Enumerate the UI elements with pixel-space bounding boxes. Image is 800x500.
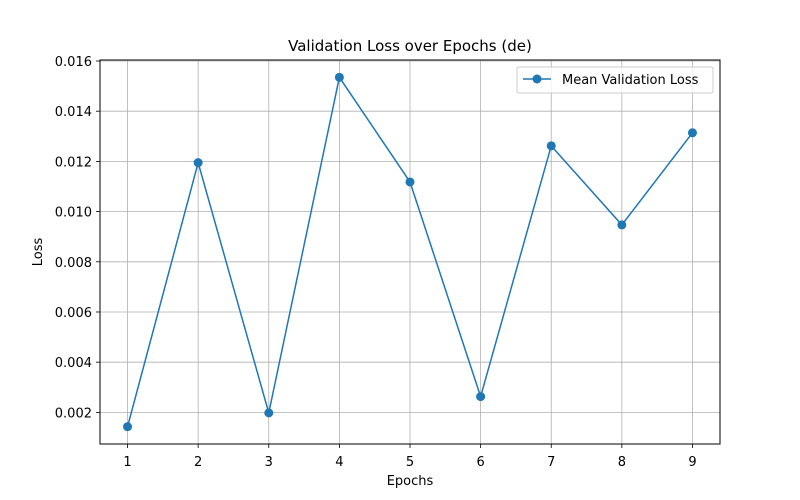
- legend-label: Mean Validation Loss: [562, 73, 699, 88]
- x-tick-label: 3: [265, 455, 273, 470]
- grid: [100, 60, 720, 444]
- y-tick-label: 0.012: [55, 155, 92, 170]
- y-tick-label: 0.010: [55, 206, 92, 221]
- y-tick-label: 0.016: [55, 55, 92, 70]
- x-tick-label: 5: [406, 455, 414, 470]
- data-point: [476, 392, 486, 402]
- x-tick-label: 7: [547, 455, 555, 470]
- y-tick-label: 0.014: [55, 105, 92, 120]
- x-axis: 1 2 3 4 5 6 7 8 9: [123, 444, 697, 470]
- legend: Mean Validation Loss: [516, 66, 714, 94]
- data-point: [617, 220, 627, 230]
- y-axis: 0.002 0.004 0.006 0.008 0.010 0.012 0.014 0.016: [55, 55, 100, 421]
- y-tick-label: 0.006: [55, 306, 92, 321]
- data-point: [405, 177, 415, 187]
- y-tick-label: 0.008: [55, 256, 92, 271]
- y-axis-title: Loss: [31, 238, 46, 267]
- x-tick-label: 2: [194, 455, 202, 470]
- data-point: [193, 158, 203, 168]
- data-point: [687, 128, 697, 138]
- x-axis-title: Epochs: [387, 474, 434, 489]
- series-layer: [123, 72, 697, 432]
- legend-box: [516, 66, 714, 94]
- data-point: [264, 408, 274, 418]
- x-tick-label: 6: [476, 455, 484, 470]
- x-tick-label: 1: [123, 455, 131, 470]
- data-point: [334, 72, 344, 82]
- chart-title: Validation Loss over Epochs (de): [288, 37, 532, 55]
- data-point: [123, 422, 133, 432]
- y-tick-label: 0.004: [55, 356, 92, 371]
- data-point: [546, 141, 556, 151]
- x-tick-label: 4: [335, 455, 343, 470]
- x-tick-label: 9: [688, 455, 696, 470]
- legend-marker: [532, 74, 542, 84]
- y-tick-label: 0.002: [55, 406, 92, 421]
- x-tick-label: 8: [618, 455, 626, 470]
